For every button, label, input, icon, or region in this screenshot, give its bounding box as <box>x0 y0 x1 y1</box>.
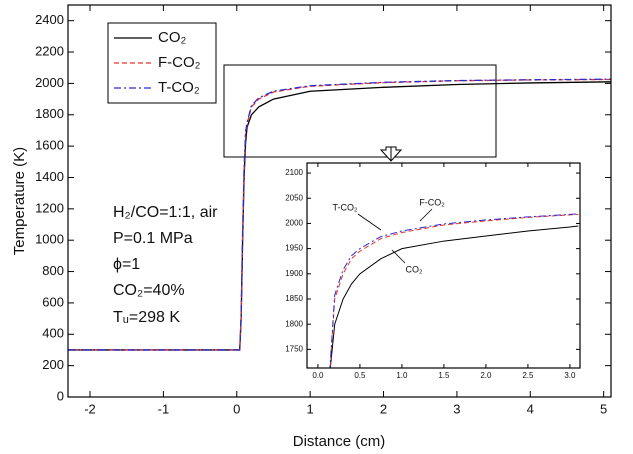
annotation: F-CO₂ <box>419 197 445 207</box>
y-tick-label: 1800 <box>285 319 303 328</box>
x-tick-label: 1 <box>307 401 314 416</box>
y-tick-label: 1750 <box>285 344 303 353</box>
y-tick-label: 1400 <box>35 169 64 184</box>
y-tick-label: 400 <box>42 326 64 341</box>
y-tick-label: 1000 <box>35 232 64 247</box>
y-tick-label: 1200 <box>35 200 64 215</box>
axis-frame <box>67 4 612 398</box>
y-tick-label: 2100 <box>285 168 303 177</box>
x-tick-label: 2.5 <box>522 371 534 380</box>
y-tick-label: 1850 <box>285 294 303 303</box>
y-tick-label: 800 <box>42 263 64 278</box>
series-line <box>68 78 611 351</box>
y-tick-label: 1800 <box>35 106 64 121</box>
y-tick-label: 2400 <box>35 12 64 27</box>
series-line <box>329 213 579 368</box>
y-tick-label: 1600 <box>35 138 64 153</box>
x-tick-label: 3.0 <box>564 371 576 380</box>
x-tick-label: -1 <box>158 401 170 416</box>
x-tick-label: 3 <box>453 401 460 416</box>
x-tick-label: 0 <box>233 401 240 416</box>
x-tick-label: 4 <box>527 401 534 416</box>
annotation: H₂/CO=1:1, air <box>113 204 218 221</box>
y-tick-label: 2000 <box>285 219 303 228</box>
annotation: CO₂=40% <box>113 282 185 299</box>
y-tick-label: 600 <box>42 294 64 309</box>
annotation: T-CO₂ <box>333 202 358 212</box>
y-tick-label: 200 <box>42 357 64 372</box>
y-tick-label: 2000 <box>35 75 64 90</box>
legend-label: T-CO₂ <box>158 79 200 96</box>
x-tick-label: 1.0 <box>396 371 408 380</box>
y-axis-label: Temperature (K) <box>11 147 28 255</box>
series-line <box>329 213 579 368</box>
x-tick-label: -2 <box>84 401 96 416</box>
y-tick-label: 0 <box>57 388 64 403</box>
plot-area <box>68 78 611 351</box>
zoom-arrow <box>379 146 403 162</box>
annotation-pointer <box>357 213 382 231</box>
x-tick-label: 0.5 <box>354 371 366 380</box>
x-tick-label: 2 <box>380 401 387 416</box>
legend-label: CO₂ <box>158 29 187 46</box>
y-tick-label: 1950 <box>285 244 303 253</box>
y-tick-label: 2050 <box>285 193 303 202</box>
x-tick-label: 0.0 <box>312 371 324 380</box>
x-tick-label: 5 <box>600 401 607 416</box>
y-tick-label: 2200 <box>35 43 64 58</box>
plot-area <box>329 213 579 368</box>
x-axis-label: Distance (cm) <box>293 433 386 450</box>
annotation: P=0.1 MPa <box>113 230 193 247</box>
zoom-box <box>223 64 497 158</box>
inset-background <box>307 163 580 368</box>
annotation: Tᵤ=298 K <box>113 309 180 326</box>
annotation: ϕ=1 <box>113 256 140 273</box>
y-tick-label: 1900 <box>285 269 303 278</box>
x-tick-label: 2.0 <box>480 371 492 380</box>
annotation-pointer <box>391 249 406 264</box>
series-line <box>329 225 579 368</box>
annotation: CO₂ <box>406 264 424 274</box>
annotation-pointer <box>419 208 433 222</box>
x-tick-label: 1.5 <box>438 371 450 380</box>
legend-label: F-CO₂ <box>158 54 201 71</box>
